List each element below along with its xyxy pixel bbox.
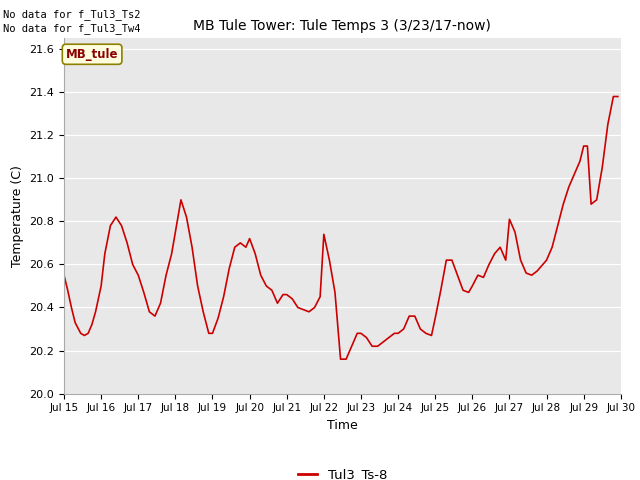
Text: No data for f_Tul3_Ts2: No data for f_Tul3_Ts2 bbox=[3, 9, 141, 20]
Text: MB_tule: MB_tule bbox=[66, 48, 118, 61]
Text: No data for f_Tul3_Tw4: No data for f_Tul3_Tw4 bbox=[3, 23, 141, 34]
X-axis label: Time: Time bbox=[327, 419, 358, 432]
Title: MB Tule Tower: Tule Temps 3 (3/23/17-now): MB Tule Tower: Tule Temps 3 (3/23/17-now… bbox=[193, 19, 492, 33]
Legend: Tul3_Ts-8: Tul3_Ts-8 bbox=[292, 463, 392, 480]
Y-axis label: Temperature (C): Temperature (C) bbox=[11, 165, 24, 267]
